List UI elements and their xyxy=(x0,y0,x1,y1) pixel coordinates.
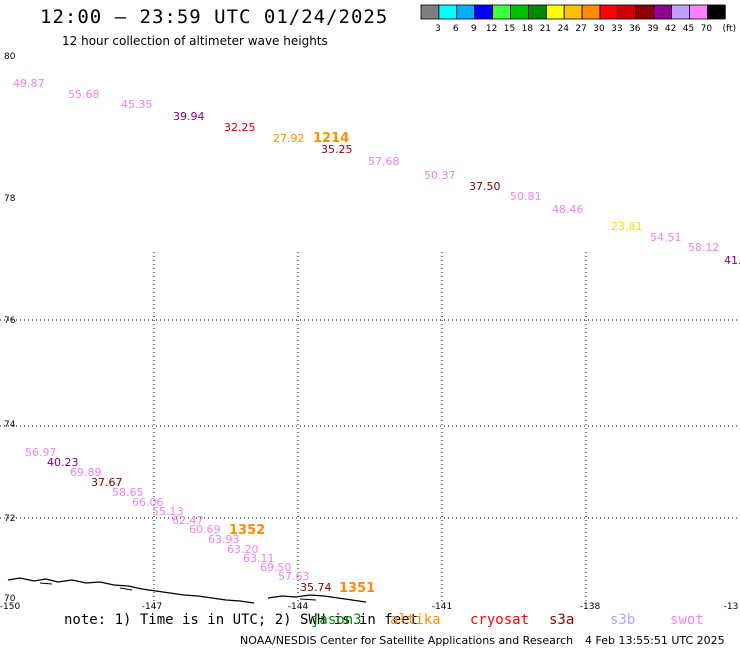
scale-label: 18 xyxy=(522,24,534,34)
scale-label: 3 xyxy=(435,24,441,34)
scale-label: 36 xyxy=(629,24,641,34)
wave-height-label: 45.35 xyxy=(121,98,153,111)
satellite-label-s3a: s3a xyxy=(549,612,575,628)
generated-timestamp: 4 Feb 13:55:51 UTC 2025 xyxy=(585,634,725,647)
wave-height-label: 48.46 xyxy=(552,203,584,216)
wave-height-label: 55.68 xyxy=(68,88,100,101)
wave-height-label: 50.81 xyxy=(510,190,542,203)
scale-swatch xyxy=(707,4,726,20)
color-scale-legend: 3 6 9 12 15 18 21 24 27 30 33 36 39 42 45 70 (ft) xyxy=(420,4,737,34)
scale-label: 42 xyxy=(665,24,676,34)
wave-height-label: 27.92 xyxy=(273,132,305,145)
scale-label: 6 xyxy=(453,24,459,34)
satellite-label-altika: altika xyxy=(390,612,441,628)
scale-label: 70 xyxy=(701,24,713,34)
wave-height-label: 37.50 xyxy=(469,180,501,193)
footnote: note: 1) Time is in UTC; 2) SWH is in fe… xyxy=(64,612,419,628)
coastline xyxy=(7,577,367,604)
scale-label: 15 xyxy=(504,24,515,34)
satellite-label-cryosat: cryosat xyxy=(470,612,530,628)
graticule xyxy=(0,252,740,603)
scale-label: 21 xyxy=(540,24,551,34)
latitude-label: 74 xyxy=(4,420,16,430)
wave-height-label: 60.69 xyxy=(189,523,221,536)
latitude-label: 72 xyxy=(4,514,15,524)
longitude-label: -147 xyxy=(142,602,162,612)
wave-height-label: 63.20 xyxy=(227,543,259,556)
scale-label: 27 xyxy=(575,24,586,34)
wave-height-label: 69.50 xyxy=(260,561,292,574)
wave-height-label: 57.63 xyxy=(278,570,310,583)
wave-height-label: 63.11 xyxy=(243,552,275,565)
longitude-label: -138 xyxy=(580,602,601,612)
scale-label: 39 xyxy=(647,24,659,34)
credit-line: NOAA/NESDIS Center for Satellite Applica… xyxy=(240,634,574,647)
wave-height-label: 49.87 xyxy=(13,77,45,90)
satellite-label-swot: swot xyxy=(670,612,704,628)
wave-height-label: 41. xyxy=(724,254,740,267)
longitude-label: -144 xyxy=(288,602,309,612)
latitude-label: 80 xyxy=(4,52,16,62)
longitude-label: -150 xyxy=(0,602,20,612)
scale-label: 12 xyxy=(486,24,497,34)
wave-height-label: 54.51 xyxy=(650,231,682,244)
scale-label: 24 xyxy=(557,24,569,34)
longitude-label: -13 xyxy=(724,602,739,612)
scale-label: 30 xyxy=(593,24,605,34)
scale-label: 45 xyxy=(683,24,694,34)
pass-time-label: 1214 xyxy=(313,131,349,146)
scale-label: (ft) xyxy=(723,24,737,34)
latitude-label: 78 xyxy=(4,194,16,204)
satellite-label-s3b: s3b xyxy=(610,612,636,628)
page-subtitle: 12 hour collection of altimeter wave hei… xyxy=(62,34,328,48)
wave-height-label: 35.74 xyxy=(300,581,332,594)
wave-height-label: 23.81 xyxy=(611,220,643,233)
wave-height-label: 50.37 xyxy=(424,169,456,182)
satellite-label-jason3: jason3 xyxy=(311,612,362,628)
wave-height-label: 57.68 xyxy=(368,155,400,168)
scale-label: 9 xyxy=(471,24,477,34)
wave-height-label: 66.06 xyxy=(132,496,164,509)
wave-height-label: 35.25 xyxy=(321,143,353,156)
pass-time-label: 1351 xyxy=(339,581,375,596)
scale-label: 33 xyxy=(611,24,622,34)
wave-height-label: 55.13 xyxy=(152,505,184,518)
wave-height-label: 63.93 xyxy=(208,533,240,546)
latitude-label: 76 xyxy=(4,316,16,326)
wave-height-label: 32.25 xyxy=(224,121,256,134)
wave-height-label: 58.65 xyxy=(112,486,144,499)
longitude-label: -141 xyxy=(432,602,452,612)
wave-height-label: 69.89 xyxy=(70,466,102,479)
wave-height-label: 37.67 xyxy=(91,476,123,489)
wave-height-label: 58.12 xyxy=(688,241,720,254)
wave-height-label: 62.47 xyxy=(172,514,204,527)
pass-time-label: 1352 xyxy=(229,523,265,538)
wave-height-label: 56.97 xyxy=(25,446,57,459)
latitude-label: 70 xyxy=(4,594,16,604)
page-title: 12:00 – 23:59 UTC 01/24/2025 xyxy=(40,6,389,28)
wave-height-label: 40.23 xyxy=(47,456,79,469)
wave-height-label: 39.94 xyxy=(173,110,205,123)
